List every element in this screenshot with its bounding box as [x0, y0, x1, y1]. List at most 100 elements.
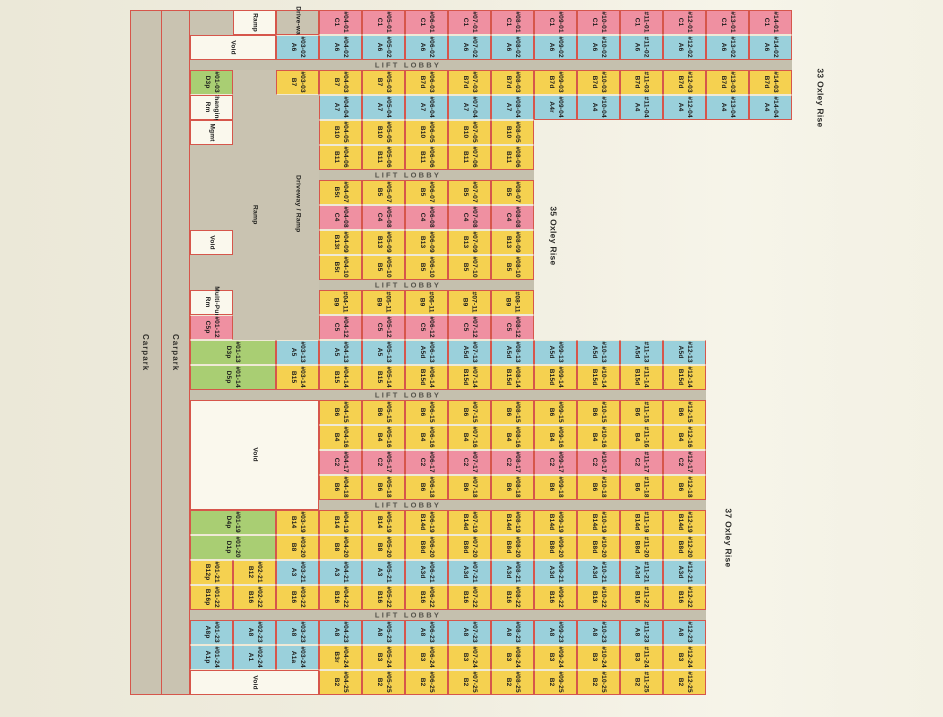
unit-type: B10 [375, 126, 383, 139]
unit-number: #10-25 [599, 671, 607, 694]
unit-cell: #03-24 A1a [276, 645, 319, 670]
unit-cell: #04-14 B15 [319, 365, 362, 390]
unit-number: #06-24 [427, 646, 435, 669]
unit-number: #01-03 [212, 71, 220, 94]
unit-cell: #05-09 B13 [362, 230, 405, 255]
unit-number: #04-04 [341, 96, 349, 119]
unit-number: #06-22 [427, 586, 435, 609]
unit-type: A6 [633, 43, 641, 52]
street-label-33-text: 33 Oxley Rise [815, 68, 826, 128]
unit-number: #13-03 [728, 71, 736, 94]
unit-cell: #07-11 B9 [448, 290, 491, 315]
unit-cell: #07-05 B10 [448, 120, 491, 145]
unit-cell: #05-23 A8 [362, 620, 405, 645]
unit-cell: #04-04 A7 [319, 95, 362, 120]
unit-type: B6 [375, 408, 383, 417]
unit-type: B15d [547, 369, 555, 386]
unit-number: #10-23 [599, 621, 607, 644]
unit-cell: #04-19 B14 [319, 510, 362, 535]
unit-type: B14 [289, 516, 297, 529]
unit-cell: #04-09 B13t [319, 230, 362, 255]
void-cell: Void [190, 400, 319, 510]
unit-number: #07-01 [470, 11, 478, 34]
unit-cell: #04-07 B5t [319, 180, 362, 205]
unit-cell: #05-11 B9 [362, 290, 405, 315]
street-label-33: 33 Oxley Rise [800, 38, 840, 158]
unit-type: C1 [504, 18, 512, 27]
unit-cell: #05-19 B14 [362, 510, 405, 535]
unit-type: B8 [289, 543, 297, 552]
unit-type: A4 [590, 103, 598, 112]
unit-number: #06-09 [427, 231, 435, 254]
unit-cell: #08-23 A8 [491, 620, 534, 645]
unit-cell: #04-11 B9 [319, 290, 362, 315]
unit-number: #05-08 [384, 206, 392, 229]
unit-number: #07-05 [470, 121, 478, 144]
unit-type: A6 [590, 43, 598, 52]
unit-number: #10-02 [599, 36, 607, 59]
unit-cell: #12-18 B6 [663, 475, 706, 500]
unit-number: #07-21 [470, 561, 478, 584]
unit-number: #12-16 [685, 426, 693, 449]
unit-cell: #10-02 A6 [577, 35, 620, 60]
unit-type: A1p [203, 651, 211, 664]
unit-cell: #11-16 B4 [620, 425, 663, 450]
unit-type: C1 [676, 18, 684, 27]
unit-number: #10-04 [599, 96, 607, 119]
unit-number: #08-11 [513, 291, 521, 314]
unit-cell: #08-22 B16 [491, 585, 534, 610]
unit-number: #09-22 [556, 586, 564, 609]
unit-cell: #07-19 B14d [448, 510, 491, 535]
void-cell: Void [190, 35, 276, 60]
unit-type: B5 [461, 188, 469, 197]
unit-cell: #14-04 A4 [749, 95, 792, 120]
unit-cell: #03-03 B7 [276, 70, 319, 95]
unit-type: B2 [633, 678, 641, 687]
lift-lobby-band: LIFT LOBBY [319, 500, 706, 510]
unit-cell: #09-19 B14d [534, 510, 577, 535]
unit-cell: #03-21 A3 [276, 560, 319, 585]
unit-type: B4 [461, 433, 469, 442]
unit-type: B13t [332, 235, 340, 250]
lift-lobby-band: LIFT LOBBY [190, 390, 706, 400]
unit-type: B16 [590, 591, 598, 604]
unit-number: #08-16 [513, 426, 521, 449]
unit-type: D4p [224, 516, 232, 529]
unit-cell: #06-10 B5 [405, 255, 448, 280]
unit-type: B2 [461, 678, 469, 687]
unit-cell: #11-25 B2 [620, 670, 663, 695]
unit-type: A8 [246, 628, 254, 637]
unit-type: B16 [676, 591, 684, 604]
unit-cell: #05-15 B6 [362, 400, 405, 425]
unit-number: #04-15 [341, 401, 349, 424]
unit-cell: #07-17 C2 [448, 450, 491, 475]
unit-type: B4 [547, 433, 555, 442]
unit-cell: #06-19 B14d [405, 510, 448, 535]
unit-cell: #10-21 A3d [577, 560, 620, 585]
unit-number: #05-11 [384, 291, 392, 314]
unit-type: B9 [332, 298, 340, 307]
unit-number: #01-21 [212, 561, 220, 584]
unit-number: #06-16 [427, 426, 435, 449]
unit-number: #04-05 [341, 121, 349, 144]
unit-number: #10-19 [599, 511, 607, 534]
unit-cell: #14-01 C1 [749, 10, 792, 35]
void-label: Void [251, 447, 259, 463]
unit-cell: #09-20 B8d [534, 535, 577, 560]
unit-cell: #05-10 B5 [362, 255, 405, 280]
unit-type: B15 [332, 371, 340, 384]
unit-type: B13 [375, 236, 383, 249]
unit-number: #12-13 [685, 341, 693, 364]
unit-type: B7d [418, 76, 426, 89]
unit-cell: #05-04 A7 [362, 95, 405, 120]
unit-number: #12-14 [685, 366, 693, 389]
unit-cell: #06-02 A6 [405, 35, 448, 60]
unit-type: C1 [719, 18, 727, 27]
unit-cell: #09-18 B6 [534, 475, 577, 500]
unit-type: B2 [504, 678, 512, 687]
unit-cell: #10-16 B4 [577, 425, 620, 450]
unit-number: #07-17 [470, 451, 478, 474]
unit-type: B16p [203, 589, 211, 606]
unit-number: #08-10 [513, 256, 521, 279]
unit-number: #09-02 [556, 36, 564, 59]
